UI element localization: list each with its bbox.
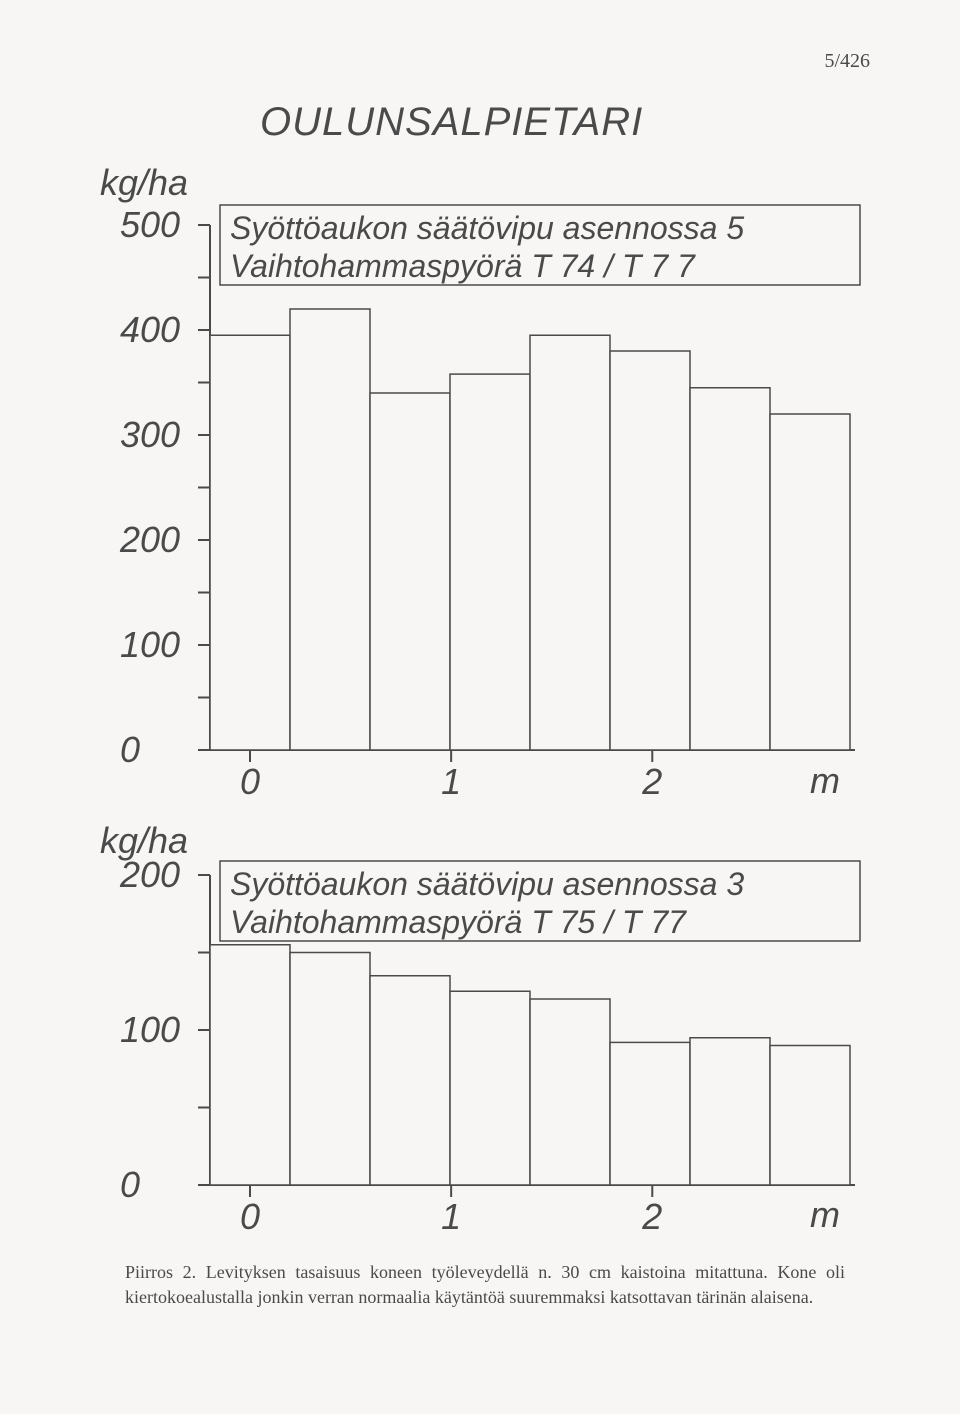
chart1-yticks: 0 100 200 300 400 500: [119, 204, 210, 770]
bar: [210, 945, 290, 1185]
chart1-bars: [210, 309, 850, 750]
xtick-label: 0: [240, 761, 260, 802]
xtick-label: 2: [641, 761, 662, 802]
chart2-info-line2: Vaihtohammaspyörä T 75 / T 77: [230, 904, 687, 940]
bar: [530, 335, 610, 750]
bar: [370, 393, 450, 750]
ytick-label: 200: [119, 519, 180, 560]
chart1-ylabel: kg/ha: [100, 165, 188, 203]
chart2-xunit: m: [810, 1194, 840, 1235]
bar: [290, 953, 370, 1186]
chart-title: OULUNSALPIETARI: [260, 100, 643, 145]
ytick-label: 0: [120, 729, 140, 770]
figure-caption: Piirros 2. Levityksen tasaisuus koneen t…: [125, 1260, 845, 1310]
page-number: 5/426: [824, 50, 870, 73]
ytick-label: 100: [120, 624, 180, 665]
chart2-yticks: 0 100 200: [119, 854, 210, 1205]
bar: [450, 991, 530, 1185]
ytick-label: 200: [119, 854, 180, 895]
ytick-label: 400: [120, 309, 180, 350]
chart2-xticks: 0 1 2: [240, 1185, 662, 1237]
chart1-xticks: 0 1 2: [240, 750, 662, 802]
bar: [210, 335, 290, 750]
chart1-xunit: m: [810, 760, 840, 801]
page: 5/426 OULUNSALPIETARI kg/ha 010020030040…: [0, 0, 960, 1414]
xtick-label: 2: [641, 1196, 662, 1237]
bar: [770, 1046, 850, 1186]
chart2-info-line1: Syöttöaukon säätövipu asennossa 3: [230, 866, 744, 902]
ytick-label: 0: [120, 1164, 140, 1205]
bar: [450, 374, 530, 750]
xtick-label: 0: [240, 1196, 260, 1237]
bar: [690, 388, 770, 750]
bar: [610, 1042, 690, 1185]
bar: [290, 309, 370, 750]
chart2-infobox: Syöttöaukon säätövipu asennossa 3 Vaihto…: [220, 861, 860, 941]
chart-2: kg/ha 0100200 Syöttöaukon säätövipu asen…: [100, 825, 920, 1245]
bar: [770, 414, 850, 750]
bar: [530, 999, 610, 1185]
ytick-label: 500: [120, 204, 180, 245]
ytick-label: 300: [120, 414, 180, 455]
caption-text: Levityksen tasaisuus koneen työleveydell…: [125, 1262, 845, 1307]
caption-prefix: Piirros 2.: [125, 1262, 206, 1282]
bar: [370, 976, 450, 1185]
chart1-infobox: Syöttöaukon säätövipu asennossa 5 Vaihto…: [220, 205, 860, 285]
chart-1: kg/ha 0 100 200 300 400 500 Syöttöaukon säätö…: [100, 165, 920, 815]
chart2-bars: [210, 945, 850, 1185]
ytick-label: 100: [120, 1009, 180, 1050]
bar: [690, 1038, 770, 1185]
bar: [610, 351, 690, 750]
xtick-label: 1: [441, 1196, 461, 1237]
chart1-info-line1: Syöttöaukon säätövipu asennossa 5: [230, 210, 744, 246]
chart1-info-line2: Vaihtohammaspyörä T 74 / T 7 7: [230, 248, 696, 284]
xtick-label: 1: [441, 761, 461, 802]
